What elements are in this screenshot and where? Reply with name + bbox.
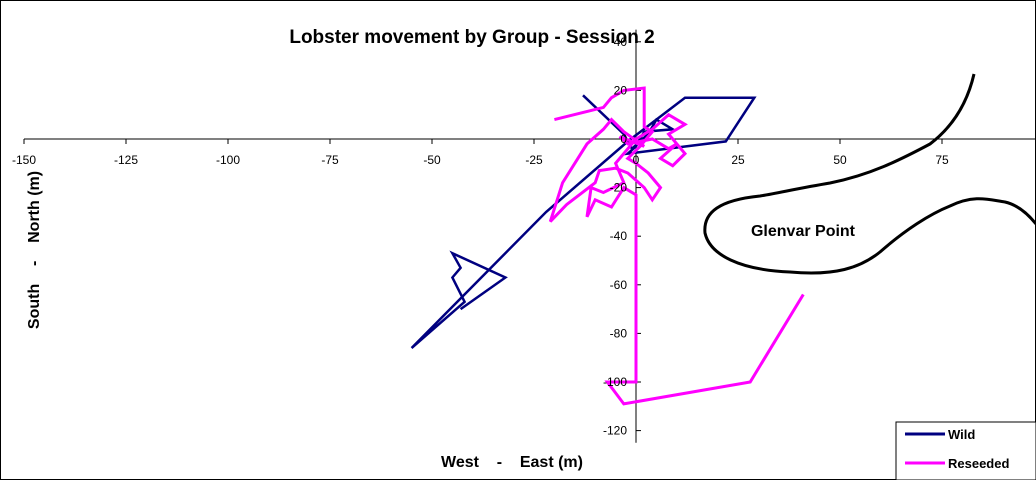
- y-tick-label: 20: [614, 83, 628, 97]
- x-axis-label: West - East (m): [441, 454, 583, 471]
- x-tick-label: -125: [114, 153, 138, 167]
- x-tick-label: -50: [423, 153, 441, 167]
- y-tick-label: -80: [610, 326, 628, 340]
- x-tick-label: -25: [525, 153, 543, 167]
- x-tick-label: 75: [935, 153, 949, 167]
- glenvar-point-label: Glenvar Point: [751, 223, 856, 240]
- x-tick-label: -75: [321, 153, 339, 167]
- y-tick-label: -60: [610, 278, 628, 292]
- y-tick-label: -100: [603, 375, 627, 389]
- x-tick-label: -100: [216, 153, 240, 167]
- x-tick-label: 50: [833, 153, 847, 167]
- y-tick-label: -20: [610, 181, 628, 195]
- y-tick-label: -120: [603, 424, 627, 438]
- legend-label-reseeded: Reseeded: [948, 456, 1009, 471]
- legend-label-wild: Wild: [948, 427, 975, 442]
- series-reseeded-line: [548, 86, 805, 406]
- legend-box: [895, 421, 1036, 480]
- y-tick-label: -40: [610, 229, 628, 243]
- coastline-path: [703, 73, 1036, 275]
- tick-labels: -150 -125 -100 -75 -50 -25 0 25 50 75 -120 -100 -80 -…: [12, 35, 949, 438]
- x-tick-label: 25: [731, 153, 745, 167]
- chart-title: Lobster movement by Group - Session 2: [289, 27, 654, 48]
- legend: Wild Reseeded: [895, 421, 1036, 480]
- coastline: [703, 73, 1036, 275]
- series-wild-line: [410, 94, 757, 349]
- y-axis-label: South - North (m): [26, 171, 43, 329]
- x-tick-label: 0: [633, 153, 640, 167]
- y-tick-label: 0: [620, 132, 627, 146]
- y-tick-label: 40: [614, 35, 628, 49]
- axes: [23, 29, 1036, 443]
- series-layer: [410, 86, 805, 406]
- x-tick-label: -150: [12, 153, 36, 167]
